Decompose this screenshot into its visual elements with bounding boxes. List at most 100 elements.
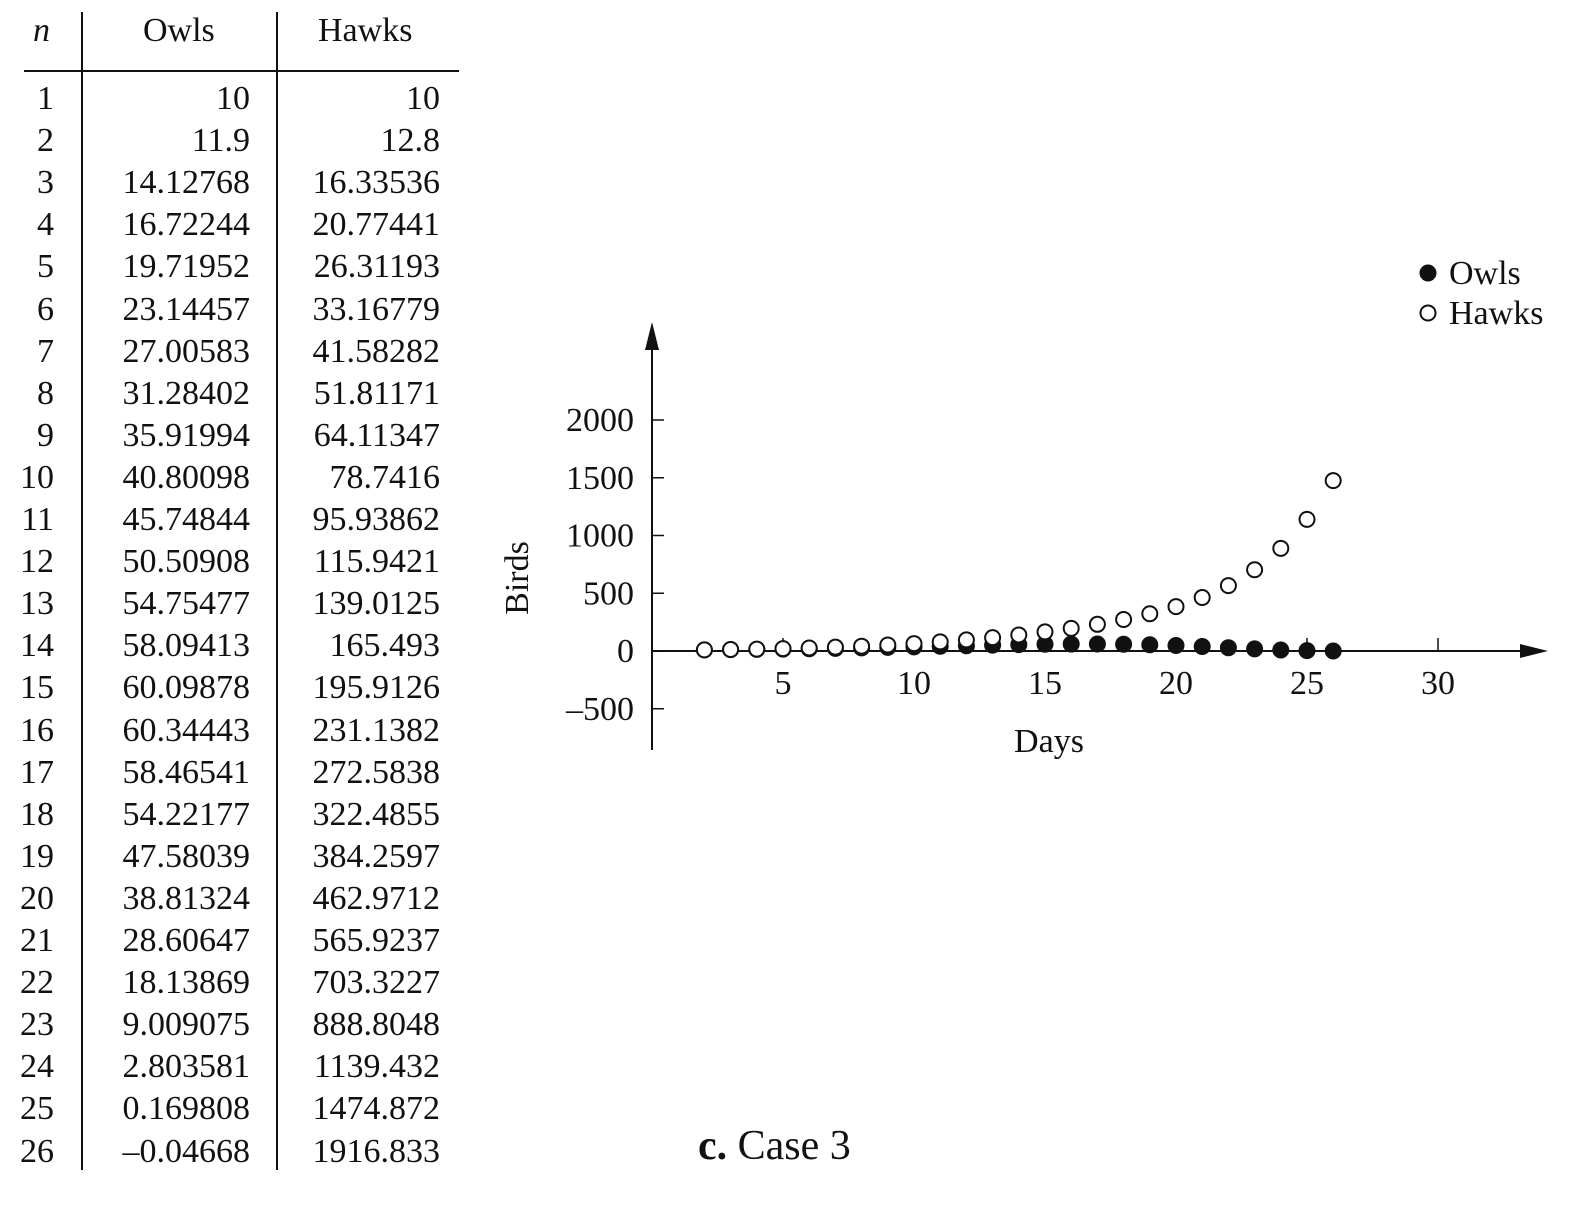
caption-text: Case 3 <box>737 1123 851 1169</box>
hawks-point <box>984 629 1002 647</box>
y-axis-label: Birds <box>499 541 536 615</box>
y-axis-arrow <box>645 322 659 350</box>
cell-hawks: 1474.872 <box>312 1090 441 1128</box>
legend-hawks-label: Hawks <box>1449 295 1543 332</box>
x-tick-label: 25 <box>1290 665 1324 702</box>
hawks-point <box>1246 561 1264 579</box>
legend-owls-marker <box>1419 264 1437 282</box>
y-tick-label: 2000 <box>566 402 634 439</box>
cell-hawks: 51.81171 <box>313 374 440 412</box>
caption-letter: c. <box>698 1123 728 1169</box>
cell-owls: 58.09413 <box>122 627 251 665</box>
cell-hawks: 41.58282 <box>312 332 441 370</box>
x-axis-label: Days <box>1014 723 1084 760</box>
cell-hawks: 10 <box>406 80 440 117</box>
hawks-point <box>1298 510 1316 528</box>
table-row: 1 10 10 <box>0 78 470 120</box>
hawks-point <box>1036 623 1054 641</box>
table-row: 23 9.009075 888.8048 <box>0 1004 470 1046</box>
hawks-point <box>722 641 740 659</box>
cell-n: 10 <box>20 458 54 496</box>
cell-owls: 31.28402 <box>122 374 251 412</box>
column-rule-right <box>276 12 278 1170</box>
cell-hawks: 78.7416 <box>329 458 441 496</box>
cell-n: 17 <box>20 753 54 791</box>
x-tick-label: 30 <box>1421 665 1455 702</box>
hawks-point <box>1088 615 1106 633</box>
cell-n: 23 <box>20 1006 54 1044</box>
cell-n: 6 <box>37 290 54 328</box>
cell-hawks: 1139.432 <box>313 1048 440 1086</box>
cell-hawks: 12.8 <box>380 122 441 160</box>
cell-hawks: 16.33536 <box>312 164 441 202</box>
table-row: 18 54.22177 322.4855 <box>0 794 470 836</box>
table-row: 11 45.74844 95.93862 <box>0 499 470 541</box>
table-row: 2 11.9 12.8 <box>0 120 470 162</box>
table-row: 17 58.46541 272.5838 <box>0 752 470 794</box>
owls-point <box>1062 635 1080 653</box>
cell-owls: 23.14457 <box>122 290 251 328</box>
data-table: n Owls Hawks 1 10 10 2 11.9 12.8 3 14.12768 16.3… <box>0 0 470 1206</box>
cell-hawks: 64.11347 <box>313 416 440 454</box>
table-row: 12 50.50908 115.9421 <box>0 541 470 583</box>
cell-owls: 35.91994 <box>122 416 251 454</box>
cell-n: 11 <box>21 501 54 538</box>
x-tick-label: 10 <box>897 665 931 702</box>
owls-point <box>1141 636 1159 654</box>
table-row: 5 19.71952 26.31193 <box>0 246 470 288</box>
cell-n: 16 <box>20 711 54 749</box>
table-row: 15 60.09878 195.9126 <box>0 667 470 709</box>
cell-owls: 10 <box>216 80 250 117</box>
cell-hawks: 703.3227 <box>312 964 441 1002</box>
cell-hawks: 462.9712 <box>312 879 441 917</box>
cell-owls: 18.13869 <box>122 964 251 1002</box>
cell-n: 19 <box>20 837 54 875</box>
hawks-point <box>1062 619 1080 637</box>
cell-owls: –0.04668 <box>122 1132 251 1170</box>
header-owls: Owls <box>143 12 215 49</box>
cell-n: 20 <box>20 879 54 917</box>
hawks-point <box>695 641 713 659</box>
cell-owls: 9.009075 <box>122 1006 251 1044</box>
hawks-point <box>879 636 897 654</box>
cell-n: 12 <box>20 543 54 581</box>
cell-hawks: 26.31193 <box>313 248 440 286</box>
hawks-point <box>1219 577 1237 595</box>
hawks-point <box>826 638 844 656</box>
cell-hawks: 115.9421 <box>313 543 440 581</box>
cell-owls: 11.9 <box>191 122 250 160</box>
cell-n: 25 <box>20 1090 54 1128</box>
cell-n: 2 <box>37 122 54 160</box>
table-row: 19 47.58039 384.2597 <box>0 836 470 878</box>
table-row: 25 0.169808 1474.872 <box>0 1088 470 1130</box>
cell-owls: 16.72244 <box>122 206 251 244</box>
cell-owls: 54.75477 <box>122 585 251 623</box>
hawks-point <box>853 637 871 655</box>
cell-owls: 58.46541 <box>122 753 251 791</box>
owls-point <box>1088 635 1106 653</box>
table-row: 26 –0.04668 1916.833 <box>0 1131 470 1173</box>
cell-hawks: 565.9237 <box>312 922 441 959</box>
cell-owls: 40.80098 <box>122 458 251 496</box>
cell-hawks: 20.77441 <box>312 206 441 244</box>
cell-n: 22 <box>20 964 54 1002</box>
cell-owls: 38.81324 <box>122 879 251 917</box>
table-row: 4 16.72244 20.77441 <box>0 204 470 246</box>
cell-owls: 54.22177 <box>122 795 251 833</box>
y-tick-label: 500 <box>583 575 634 612</box>
table-row: 21 28.60647 565.9237 <box>0 920 470 962</box>
owls-point <box>1246 640 1264 658</box>
cell-hawks: 322.4855 <box>312 795 441 833</box>
hawks-point <box>1167 598 1185 616</box>
hawks-point <box>905 635 923 653</box>
table-row: 7 27.00583 41.58282 <box>0 331 470 373</box>
figure-caption: c. Case 3 <box>698 1122 851 1170</box>
cell-hawks: 888.8048 <box>312 1006 441 1044</box>
hawks-point <box>800 639 818 657</box>
table-row: 8 31.28402 51.81171 <box>0 373 470 415</box>
table-row: 6 23.14457 33.16779 <box>0 289 470 331</box>
chart-points <box>695 472 1342 660</box>
owls-point <box>1324 642 1342 660</box>
cell-n: 8 <box>37 374 54 412</box>
